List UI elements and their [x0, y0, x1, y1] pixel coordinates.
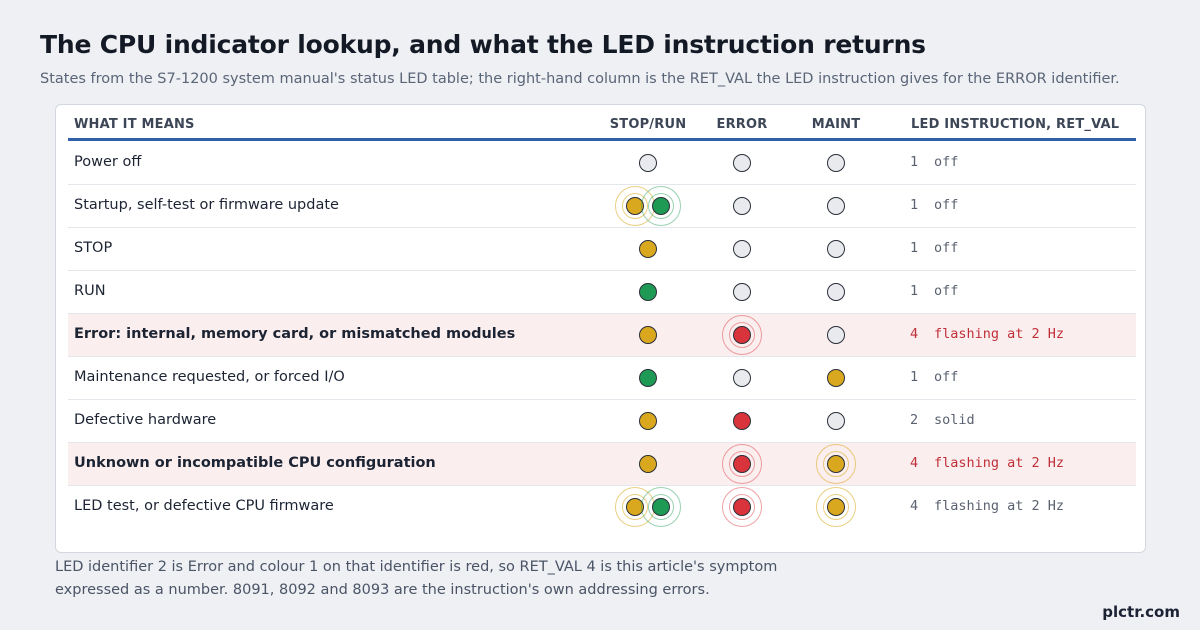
table-row: Maintenance requested, or forced I/O 1 off [68, 357, 1136, 400]
page-title: The CPU indicator lookup, and what the L… [40, 30, 926, 59]
ret-val-state: off [934, 283, 959, 299]
column-header-error: ERROR [716, 117, 768, 132]
stop-run-led-icon-green-flashing [652, 197, 670, 215]
ret-val-code: 4 [910, 326, 919, 342]
stop-run-led-icon-amber [639, 240, 657, 258]
error-led-icon-red [733, 412, 751, 430]
table-row: Error: internal, memory card, or mismatc… [68, 314, 1136, 357]
led-table-card: WHAT IT MEANS STOP/RUN ERROR MAINT LED I… [55, 104, 1146, 553]
row-meaning-label: Error: internal, memory card, or mismatc… [74, 326, 516, 342]
maint-led-icon-amber-flashing [827, 498, 845, 516]
stop-run-led-icon-amber-flashing [626, 498, 644, 516]
error-led-icon-off [733, 283, 751, 301]
stop-run-led-icon-amber [639, 326, 657, 344]
maint-led-icon-off [827, 240, 845, 258]
ret-val-cell: 4 flashing at 2 Hz [910, 498, 1064, 514]
ret-val-state: off [934, 240, 959, 256]
ret-val-state: off [934, 369, 959, 385]
maint-led-icon-off [827, 412, 845, 430]
error-led-icon-red-flashing [733, 498, 751, 516]
row-meaning-label: RUN [74, 283, 106, 299]
ret-val-cell: 1 off [910, 197, 958, 213]
stop-run-led-icon-green [639, 369, 657, 387]
table-row: LED test, or defective CPU firmware 4 flas… [68, 486, 1136, 529]
ret-val-cell: 1 off [910, 154, 958, 170]
ret-val-code: 4 [910, 498, 919, 514]
maint-led-icon-off [827, 197, 845, 215]
brand-logo-text: plctr.com [1102, 603, 1180, 621]
ret-val-state: solid [934, 412, 975, 428]
stop-run-led-icon-amber-flashing [626, 197, 644, 215]
column-header-ret-val: LED INSTRUCTION, RET_VAL [911, 117, 1120, 132]
maint-led-icon-amber-flashing [827, 455, 845, 473]
stop-run-led-icon-green-flashing [652, 498, 670, 516]
table-header: WHAT IT MEANS STOP/RUN ERROR MAINT LED I… [68, 105, 1136, 141]
error-led-icon-red-flashing [733, 326, 751, 344]
ret-val-code: 1 [910, 197, 919, 213]
maint-led-icon-off [827, 154, 845, 172]
table-row: Power off 1 off [68, 142, 1136, 185]
ret-val-code: 1 [910, 369, 919, 385]
error-led-icon-off [733, 197, 751, 215]
table-row: STOP 1 off [68, 228, 1136, 271]
ret-val-code: 2 [910, 412, 919, 428]
stop-run-led-icon-amber [639, 455, 657, 473]
table-row: RUN 1 off [68, 271, 1136, 314]
stop-run-led-icon-amber [639, 412, 657, 430]
row-meaning-label: Maintenance requested, or forced I/O [74, 369, 345, 385]
row-meaning-label: LED test, or defective CPU firmware [74, 498, 334, 514]
ret-val-cell: 4 flashing at 2 Hz [910, 326, 1064, 342]
ret-val-state: flashing at 2 Hz [934, 498, 1065, 514]
ret-val-cell: 4 flashing at 2 Hz [910, 455, 1064, 471]
ret-val-state: flashing at 2 Hz [934, 455, 1065, 471]
column-header-meaning: WHAT IT MEANS [74, 117, 195, 132]
page-subtitle: States from the S7-1200 system manual's … [40, 71, 1120, 87]
stop-run-led-icon-off [639, 154, 657, 172]
ret-val-state: off [934, 154, 959, 170]
column-header-stop-run: STOP/RUN [609, 117, 687, 132]
ret-val-cell: 1 off [910, 240, 958, 256]
row-meaning-label: STOP [74, 240, 113, 256]
ret-val-cell: 1 off [910, 369, 958, 385]
error-led-icon-red-flashing [733, 455, 751, 473]
table-row: Defective hardware 2 solid [68, 400, 1136, 443]
footnote: LED identifier 2 is Error and colour 1 o… [55, 559, 778, 598]
ret-val-code: 1 [910, 154, 919, 170]
row-meaning-label: Startup, self-test or firmware update [74, 197, 339, 213]
error-led-icon-off [733, 240, 751, 258]
error-led-icon-off [733, 369, 751, 387]
ret-val-cell: 2 solid [910, 412, 975, 428]
stop-run-led-icon-green [639, 283, 657, 301]
maint-led-icon-off [827, 326, 845, 344]
ret-val-code: 1 [910, 283, 919, 299]
ret-val-state: off [934, 197, 959, 213]
ret-val-code: 4 [910, 455, 919, 471]
maint-led-icon-amber [827, 369, 845, 387]
row-meaning-label: Defective hardware [74, 412, 217, 428]
ret-val-code: 1 [910, 240, 919, 256]
error-led-icon-off [733, 154, 751, 172]
ret-val-cell: 1 off [910, 283, 958, 299]
table-row: Startup, self-test or firmware update 1 of… [68, 185, 1136, 228]
ret-val-state: flashing at 2 Hz [934, 326, 1065, 342]
column-header-maint: MAINT [811, 117, 861, 132]
row-meaning-label: Power off [74, 154, 142, 170]
row-meaning-label: Unknown or incompatible CPU configuratio… [74, 455, 436, 471]
maint-led-icon-off [827, 283, 845, 301]
table-row: Unknown or incompatible CPU configuratio… [68, 443, 1136, 486]
